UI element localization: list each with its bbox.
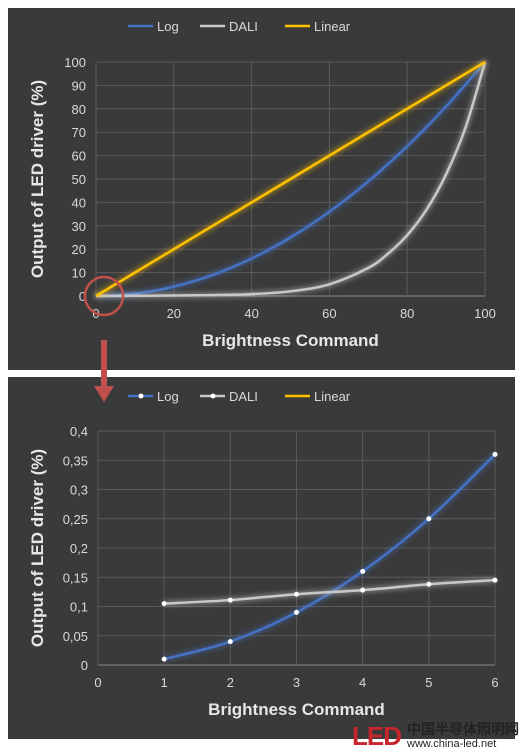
- y-tick-label: 80: [72, 102, 86, 117]
- x-axis-title: Brightness Command: [208, 700, 385, 719]
- legend-marker-dali: [210, 393, 216, 399]
- data-point-dali: [360, 587, 366, 593]
- watermark: LED 中国半导体照明网 www.china-led.net: [352, 721, 519, 751]
- watermark-cn-text: 中国半导体照明网: [407, 721, 519, 738]
- legend-marker-log: [138, 393, 144, 399]
- series-line-log: [163, 453, 496, 661]
- data-point-log: [161, 656, 167, 662]
- chart-full-range: 0 10 20 30 40 50 60 70 80 90 100 0 20 40 60 80 100 Bright…: [28, 19, 496, 350]
- x-tick-label: 40: [244, 306, 258, 321]
- y-tick-label: 0,25: [63, 512, 88, 527]
- x-tick-label: 2: [227, 675, 234, 690]
- x-tick-label: 0: [94, 675, 101, 690]
- series-line-dali: [164, 578, 496, 605]
- y-tick-label: 0,4: [70, 424, 88, 439]
- y-tick-label: 60: [72, 149, 86, 164]
- data-point-dali: [294, 591, 299, 597]
- x-tick-label: 80: [400, 306, 414, 321]
- x-tick-label: 1: [161, 675, 168, 690]
- legend-label-linear: Linear: [314, 19, 351, 34]
- y-tick-label: 0,2: [70, 541, 88, 556]
- y-tick-label: 40: [72, 195, 86, 210]
- x-tick-label: 100: [474, 306, 496, 321]
- data-point-dali: [492, 577, 498, 583]
- series-line-linear: [95, 60, 486, 298]
- legend-label-dali: DALI: [229, 19, 258, 34]
- y-tick-label: 50: [72, 172, 86, 187]
- data-point-dali: [227, 597, 233, 603]
- y-axis-title: Output of LED driver (%): [28, 80, 47, 278]
- chart-zoomed: 0 0,05 0,1 0,15 0,2 0,25 0,3 0,35 0,4 0 1 2 3 4 5 6 Brig…: [28, 389, 499, 719]
- x-tick-label: 5: [425, 675, 432, 690]
- y-tick-label: 90: [72, 78, 86, 93]
- y-tick-label: 0,35: [63, 453, 88, 468]
- y-tick-label: 0,3: [70, 483, 88, 498]
- legend-label-linear: Linear: [314, 389, 351, 404]
- y-tick-label: 0,1: [70, 600, 88, 615]
- legend-label-dali: DALI: [229, 389, 258, 404]
- y-tick-label: 10: [72, 266, 86, 281]
- legend-label-log: Log: [157, 19, 179, 34]
- y-tick-label: 0: [81, 658, 88, 673]
- y-tick-label: 20: [72, 242, 86, 257]
- watermark-url: www.china-led.net: [407, 737, 497, 750]
- x-tick-label: 3: [293, 675, 300, 690]
- watermark-logo: LED: [352, 720, 402, 751]
- x-tick-label: 20: [167, 306, 181, 321]
- y-tick-label: 0,05: [63, 629, 88, 644]
- y-tick-label: 70: [72, 125, 86, 140]
- x-tick-label: 0: [92, 306, 99, 321]
- data-point-log: [294, 609, 299, 615]
- y-tick-label: 0,15: [63, 570, 88, 585]
- y-tick-label: 30: [72, 219, 86, 234]
- y-tick-label: 100: [64, 55, 86, 70]
- y-axis-title: Output of LED driver (%): [28, 449, 47, 647]
- y-tick-label: 0: [79, 289, 86, 304]
- x-axis-title: Brightness Command: [202, 331, 379, 350]
- legend-label-log: Log: [157, 389, 179, 404]
- data-point-log: [492, 451, 498, 457]
- x-tick-label: 4: [359, 675, 366, 690]
- x-tick-label: 6: [491, 675, 498, 690]
- data-point-log: [426, 516, 432, 522]
- chart-panel-zoomed: 0 0,05 0,1 0,15 0,2 0,25 0,3 0,35 0,4 0 1 2 3 4 5 6 Brig…: [8, 377, 515, 739]
- x-tick-label: 60: [322, 306, 336, 321]
- data-point-dali: [161, 601, 167, 607]
- data-point-log: [360, 568, 366, 574]
- series-line-dali: [95, 61, 487, 298]
- series-line-log: [95, 61, 486, 298]
- data-point-dali: [426, 581, 432, 587]
- chart-panel-full-range: 0 10 20 30 40 50 60 70 80 90 100 0 20 40 60 80 100 Bright…: [8, 8, 515, 370]
- data-point-log: [227, 639, 233, 645]
